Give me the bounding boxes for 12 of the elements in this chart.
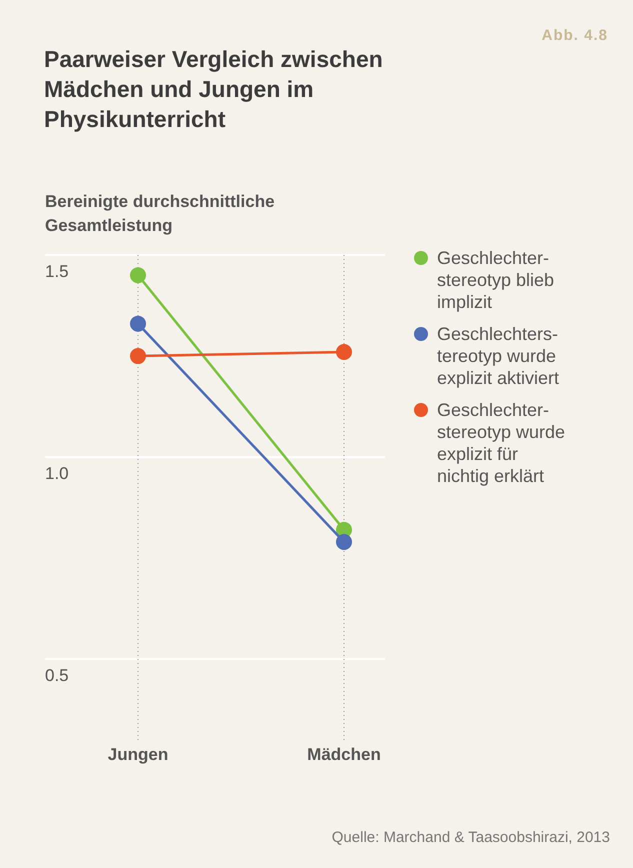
legend-label: Geschlechter-stereotyp blieb implizit	[437, 248, 554, 312]
legend-label: Geschlechter-stereotyp wurde explizit für nichtig erklärt	[437, 400, 566, 486]
y-tick-label: 1.0	[45, 464, 69, 484]
chart-title: Paarweiser Vergleich zwischen Mädchen und Jungen im Physikunterricht	[44, 46, 383, 132]
y-tick-label: 1.5	[45, 262, 69, 281]
legend-label: Geschlechters-tereotyp wurde explizit aktiviert	[437, 324, 560, 388]
x-tick-label: Jungen	[108, 745, 168, 764]
x-tick-label: Mädchen	[307, 745, 381, 764]
y-axis-title: Bereinigte durchschnittliche Gesamtleistung	[45, 192, 275, 235]
caption: Abb. 4.8	[542, 27, 608, 44]
source-note: Quelle: Marchand & Taasoobshirazi, 2013	[332, 829, 610, 846]
y-tick-label: 0.5	[45, 666, 69, 686]
